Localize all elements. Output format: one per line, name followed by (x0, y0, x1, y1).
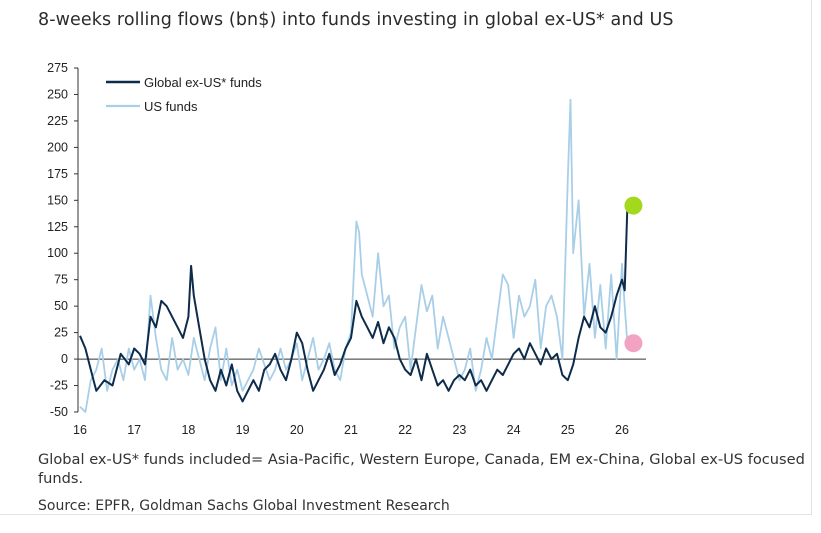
y-tick-label: 200 (47, 140, 68, 154)
y-tick-label: 0 (61, 352, 68, 366)
x-tick-label: 22 (398, 423, 412, 437)
y-tick-label: -25 (50, 379, 68, 393)
footnote: Global ex-US* funds included= Asia-Pacif… (38, 451, 805, 487)
y-tick-label: 150 (47, 193, 68, 207)
y-tick-label: 25 (54, 326, 68, 340)
end-markers (624, 196, 643, 353)
source-text: Source: EPFR, Goldman Sachs Global Inves… (38, 498, 450, 514)
legend-label: US funds (144, 99, 198, 114)
y-tick-label: 50 (54, 299, 68, 313)
y-tick-label: 225 (47, 114, 68, 128)
x-tick-label: 19 (236, 423, 250, 437)
x-tick-label: 23 (452, 423, 466, 437)
x-tick-label: 18 (181, 423, 195, 437)
x-tick-label: 17 (127, 423, 141, 437)
y-tick-label: 175 (47, 167, 68, 181)
y-tick-label: 75 (54, 273, 68, 287)
x-tick-label: 26 (615, 423, 629, 437)
y-tick-label: 125 (47, 220, 68, 234)
x-tick-label: 24 (507, 423, 521, 437)
x-tick-label: 25 (561, 423, 575, 437)
series-line-us-funds (79, 98, 629, 413)
y-tick-label: 250 (47, 87, 68, 101)
plot-lines (79, 98, 629, 413)
x-tick-label: 21 (344, 423, 358, 437)
legend: Global ex-US* funds US funds (106, 75, 262, 114)
y-tick-label: 275 (47, 61, 68, 75)
y-tick-label: -50 (50, 405, 68, 419)
series-line-global-ex-us (79, 205, 629, 403)
x-tick-label: 20 (290, 423, 304, 437)
x-tick-label: 16 (73, 423, 87, 437)
marker-global-ex-us (624, 196, 643, 215)
y-tick-label: 100 (47, 246, 68, 260)
chart-card (0, 0, 812, 515)
legend-label: Global ex-US* funds (144, 75, 262, 90)
marker-us-funds (624, 334, 643, 353)
chart-title: 8-weeks rolling flows (bn$) into funds i… (38, 10, 674, 30)
x-axis: 16 17 18 19 20 21 22 23 24 25 26 (73, 358, 646, 437)
